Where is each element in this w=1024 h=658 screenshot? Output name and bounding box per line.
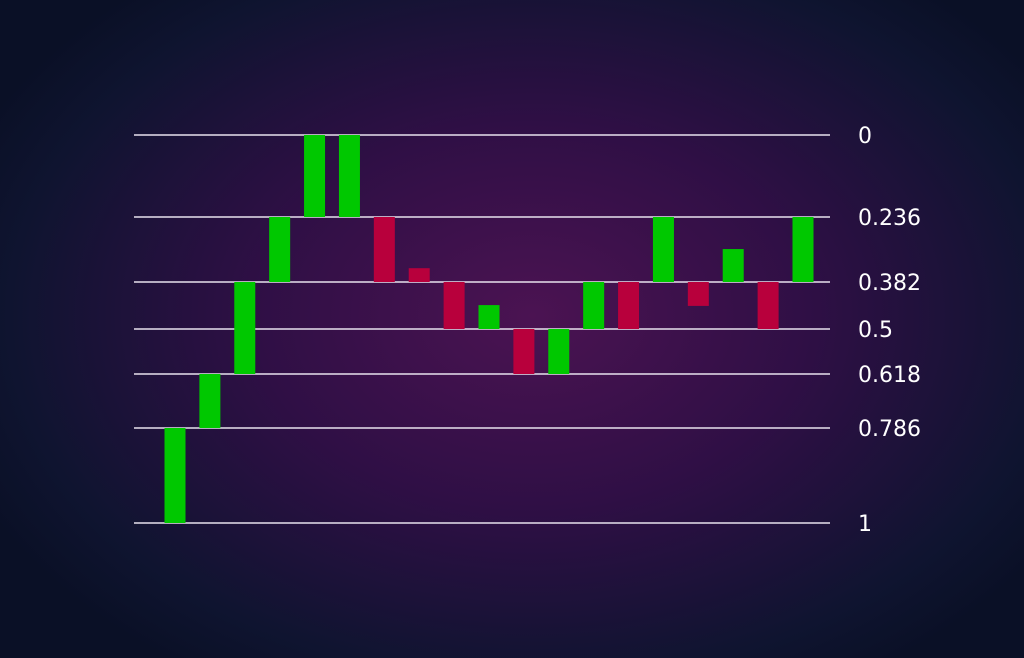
candle-bar-up [792,217,814,282]
level-label: 0.236 [858,206,921,231]
level-label: 0.382 [858,271,921,296]
candle-bar-up [269,217,291,282]
level-label: 1 [858,512,872,537]
candle-bar-up [199,374,221,428]
candle-bar-up [478,305,500,329]
candle-bar-down [373,217,395,282]
level-label: 0.786 [858,417,921,442]
candle-bar-up [164,428,186,523]
candle-bar-down [408,268,430,282]
candle-bar-up [304,135,326,217]
candle-bars [164,135,814,523]
candle-bar-up [548,329,570,374]
candle-bar-up [722,249,744,282]
candle-bar-down [513,329,535,374]
candle-bar-up [583,282,605,329]
candle-bar-up [338,135,360,217]
candle-bar-down [757,282,779,329]
level-label: 0 [858,124,872,149]
level-label: 0.618 [858,363,921,388]
candle-bar-up [652,217,674,282]
level-label: 0.5 [858,318,893,343]
candle-bar-up [234,282,256,374]
candle-bar-down [618,282,640,329]
candle-bar-down [687,282,709,306]
candle-bar-down [443,282,465,329]
